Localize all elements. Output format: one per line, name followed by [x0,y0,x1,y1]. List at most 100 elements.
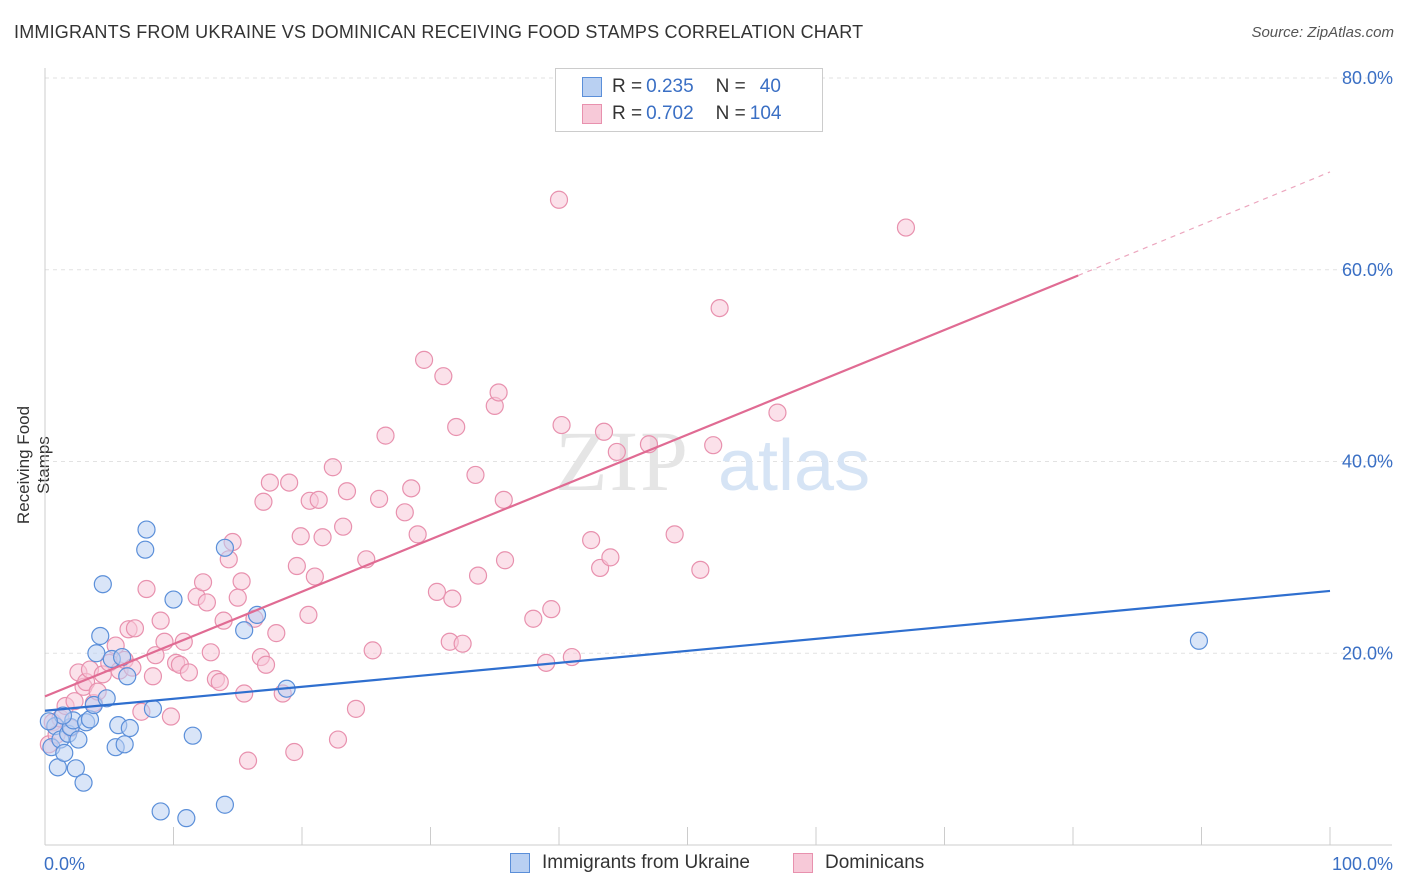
ukraine-points [39,520,1209,828]
dominicans-point-63 [337,482,357,501]
dominicans-point-20 [125,619,145,638]
dominicans-point-99 [710,299,729,318]
dominicans-r-value: 0.702 [646,103,694,124]
dominicans-point-42 [232,572,251,591]
ukraine-point-25 [136,540,155,559]
x-tick-label-0: 0.0% [44,854,85,874]
dominicans-point-84 [524,609,543,628]
legend-item-ukraine[interactable]: Immigrants from Ukraine [510,852,750,874]
legend-item-dominicans[interactable]: Dominicans [793,852,924,874]
ukraine-point-27 [143,699,163,718]
y-tick-label-2: 60.0% [1342,260,1393,280]
dominicans-point-60 [323,458,342,477]
ukraine-point-39 [1189,631,1209,650]
ukraine-point-26 [137,520,156,539]
dominicans-point-88 [552,415,571,435]
ukraine-legend-swatch [510,853,530,873]
y-tick-label-3: 80.0% [1342,68,1393,88]
trend-lines [44,171,1331,712]
dominicans-point-33 [193,573,213,592]
dominicans-point-92 [594,422,614,441]
correlation-legend: R = 0.235 N = 40 R = 0.702 N = 104 [555,68,823,132]
ukraine-point-10 [74,773,93,792]
dominicans-point-35 [201,643,220,662]
watermark-atlas: atlas [718,426,870,506]
dominicans-point-76 [443,589,462,608]
ukraine-point-17 [97,689,116,708]
dominicans-points [39,190,916,770]
dominicans-point-57 [305,567,324,586]
legend-row-ukraine: R = 0.235 N = 40 [582,75,781,99]
dominicans-point-80 [468,566,488,585]
dominicans-point-97 [691,560,710,579]
dominicans-point-69 [395,503,414,522]
dominicans-trend-extension [1077,171,1331,277]
dominicans-point-101 [896,218,916,237]
dominicans-point-27 [161,707,181,726]
ukraine-point-9 [69,730,88,749]
x-tick-label-1: 100.0% [1332,854,1393,874]
dominicans-point-78 [453,634,472,653]
ukraine-point-15 [91,626,110,646]
dominicans-swatch [582,104,602,124]
dominicans-point-93 [601,548,620,567]
dominicans-legend-label: Dominicans [825,852,925,873]
dominicans-n-value: 104 [749,103,782,124]
ukraine-point-38 [39,712,58,731]
dominicans-point-70 [402,479,421,498]
dominicans-point-6 [65,692,84,711]
dominicans-point-86 [542,600,561,619]
y-tick-label-0: 20.0% [1342,643,1393,663]
dominicans-point-72 [414,350,434,369]
ukraine-point-8 [66,759,85,778]
ukraine-point-14 [87,644,106,663]
y-tick-label-1: 40.0% [1342,452,1393,472]
dominicans-point-102 [495,551,515,570]
ukraine-r-label: R = [612,76,643,97]
dominicans-point-55 [291,527,310,546]
dominicans-point-82 [489,383,508,402]
dominicans-point-50 [267,624,286,643]
dominicans-point-96 [665,525,684,544]
dominicans-r-label: R = [612,103,643,124]
ukraine-point-24 [120,718,139,738]
dominicans-point-100 [768,403,787,422]
dominicans-point-23 [143,667,163,686]
dominicans-point-54 [287,556,306,576]
dominicans-point-83 [494,490,513,509]
dominicans-point-68 [376,426,395,445]
dominicans-point-37 [210,672,229,692]
legend-row-dominicans: R = 0.702 N = 104 [582,102,781,126]
dominicans-point-34 [197,593,217,612]
gridlines [45,77,1392,654]
source-label[interactable]: Source: ZipAtlas.com [1251,24,1394,41]
ukraine-point-29 [164,590,183,609]
dominicans-point-74 [434,367,453,386]
ukraine-n-value: 40 [759,76,781,97]
dominicans-point-61 [328,730,348,749]
dominicans-point-59 [313,528,332,547]
dominicans-point-22 [137,579,156,599]
ukraine-r-value: 0.235 [646,76,694,97]
ukraine-point-16 [93,575,112,594]
dominicans-point-44 [238,751,258,770]
dominicans-point-73 [427,582,447,601]
dominicans-point-71 [408,525,427,544]
dominicans-trend-line [44,274,1079,698]
dominicans-point-47 [254,492,273,511]
ukraine-trend-line [44,589,1331,712]
ukraine-legend-label: Immigrants from Ukraine [542,852,750,873]
dominicans-point-79 [466,465,485,485]
dominicans-legend-swatch [793,853,813,873]
ukraine-point-33 [215,795,234,814]
ukraine-point-31 [183,726,202,745]
ukraine-point-32 [215,538,234,557]
dominicans-point-53 [285,742,304,762]
dominicans-n-label: N = [715,103,746,124]
dominicans-point-52 [280,473,299,492]
dominicans-point-64 [346,699,366,718]
ukraine-point-4 [55,743,74,763]
ukraine-swatch [582,77,602,97]
ukraine-point-30 [177,809,196,828]
